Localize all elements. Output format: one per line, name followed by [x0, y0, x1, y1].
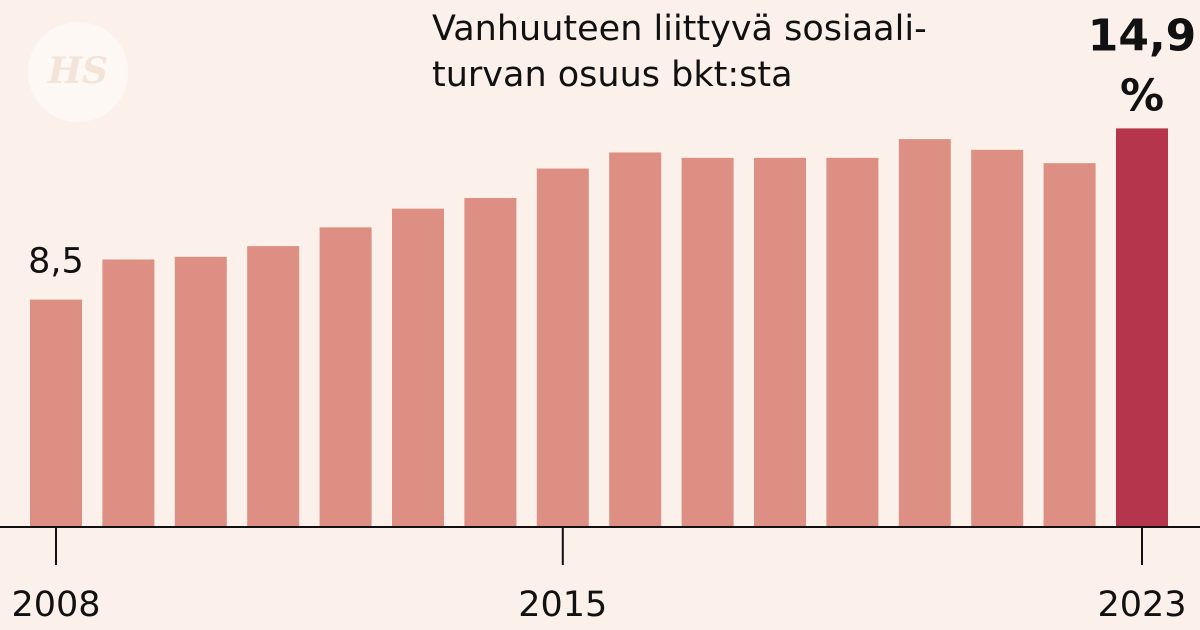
- data-label: 8,5: [28, 242, 84, 282]
- bar: [681, 157, 734, 527]
- x-tick-label: 2015: [518, 585, 607, 625]
- bar: [1116, 128, 1168, 527]
- x-tick-label: 2008: [11, 585, 100, 625]
- bar: [247, 246, 300, 527]
- bar: [464, 197, 517, 527]
- x-tick-label: 2023: [1097, 585, 1186, 625]
- bar: [609, 152, 662, 527]
- bar: [971, 149, 1024, 527]
- chart-title: Vanhuuteen liittyvä sosiaali-: [432, 9, 927, 49]
- bar: [826, 157, 879, 527]
- chart-title: turvan osuus bkt:sta: [432, 55, 793, 95]
- bar: [392, 208, 444, 527]
- bar: [174, 256, 227, 527]
- bar: [30, 299, 82, 527]
- bar: [102, 259, 155, 527]
- logo-circle: [28, 22, 128, 122]
- logo: HS: [47, 50, 108, 92]
- bar: [754, 157, 806, 527]
- bar: [898, 139, 951, 527]
- bar: [536, 168, 589, 527]
- data-label: 14,9%: [1088, 10, 1197, 121]
- bar: [319, 227, 372, 527]
- bar: [1043, 163, 1096, 527]
